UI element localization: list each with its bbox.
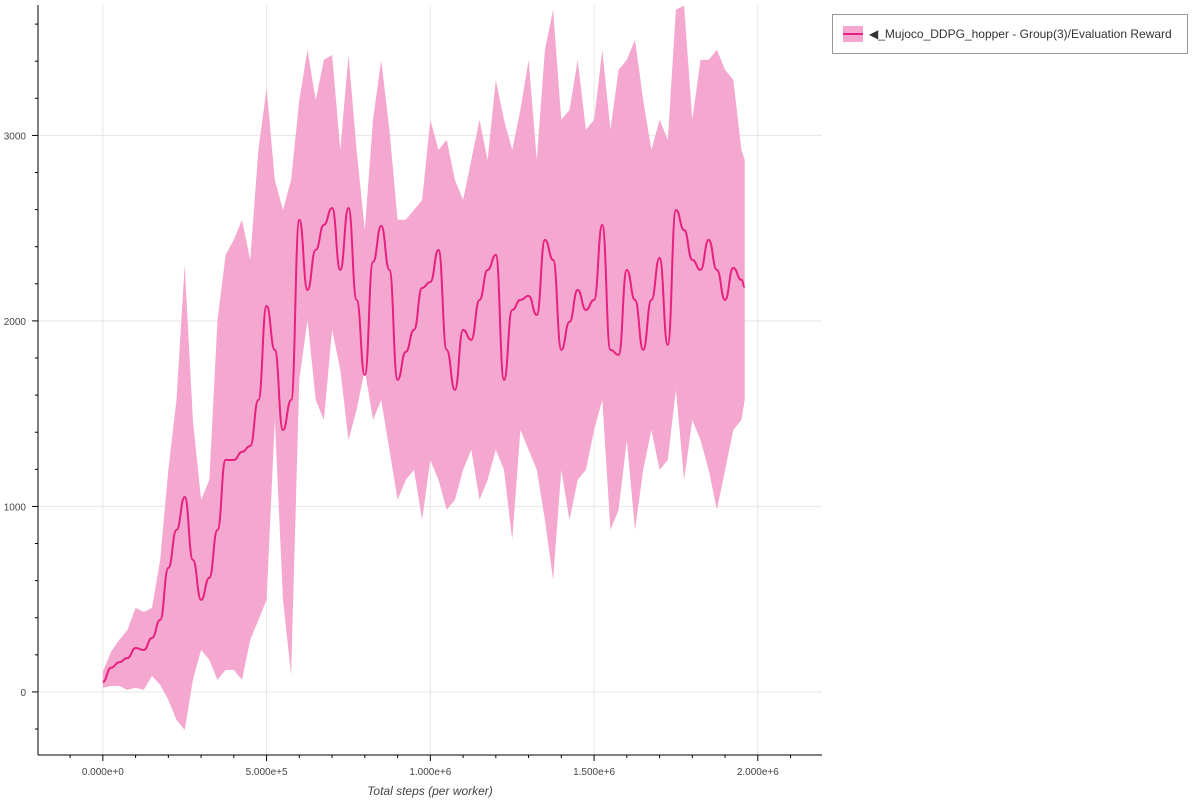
legend-swatch	[843, 26, 863, 42]
x-tick-label: 0.000e+0	[82, 767, 124, 778]
line-layer	[102, 206, 746, 683]
x-axis-title: Total steps (per worker)	[367, 784, 493, 798]
axes: 0.000e+0 5.000e+5 1.000e+6 1.500e+6 2.000e+6…	[4, 5, 822, 778]
band-layer	[102, 5, 745, 731]
y-tick-label: 1000	[4, 502, 27, 513]
y-tick-label: 2000	[4, 317, 27, 328]
y-tick-label: 0	[20, 688, 26, 699]
x-tick-label: 2.000e+6	[737, 767, 779, 778]
legend-label[interactable]: ◀_Mujoco_DDPG_hopper - Group(3)/Evaluati…	[869, 27, 1172, 41]
x-tick-label: 1.000e+6	[409, 767, 451, 778]
x-tick-label: 5.000e+5	[246, 767, 288, 778]
x-tick-label: 1.500e+6	[573, 767, 615, 778]
legend[interactable]: ◀_Mujoco_DDPG_hopper - Group(3)/Evaluati…	[832, 14, 1188, 54]
std-band	[102, 5, 745, 731]
y-tick-label: 3000	[4, 131, 27, 142]
